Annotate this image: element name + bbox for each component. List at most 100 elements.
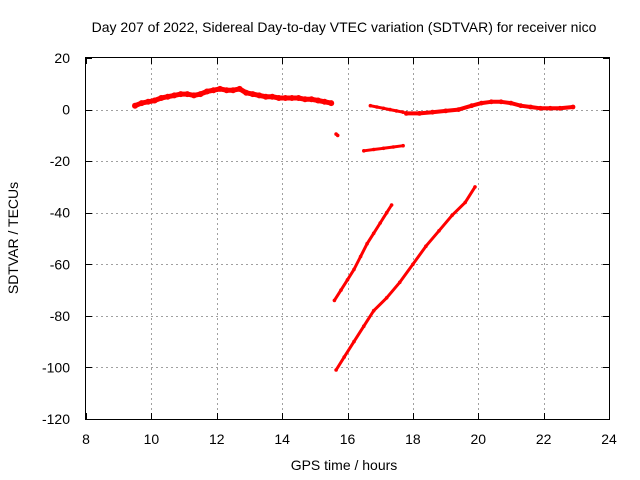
data-point — [308, 96, 315, 103]
x-tick-label: 10 — [144, 431, 160, 447]
x-axis-label: GPS time / hours — [291, 457, 398, 473]
data-point — [332, 298, 337, 303]
data-point — [430, 109, 435, 115]
y-tick-label: 20 — [54, 50, 70, 66]
data-point — [288, 95, 295, 101]
data-point — [190, 92, 197, 99]
data-point — [230, 87, 237, 94]
data-point — [210, 87, 217, 94]
data-point — [456, 107, 461, 112]
y-axis-label: SDTVAR / TECUs — [5, 182, 21, 294]
chart-title: Day 207 of 2022, Sidereal Day-to-day VTE… — [92, 19, 597, 35]
data-point — [339, 288, 343, 292]
y-tick-label: 0 — [62, 102, 70, 118]
satellite-track-5-line — [404, 99, 575, 116]
grid-lines — [86, 58, 609, 419]
x-tick-label: 8 — [82, 431, 90, 447]
data-point — [371, 231, 376, 236]
x-tick-label: 18 — [405, 431, 421, 447]
data-point — [538, 105, 543, 111]
data-point — [388, 107, 392, 112]
data-point — [335, 133, 340, 138]
data-point — [528, 104, 533, 110]
data-point — [424, 244, 428, 248]
data-point — [362, 324, 366, 329]
data-point — [171, 92, 178, 99]
data-point — [518, 103, 524, 109]
satellite-track-7 — [334, 185, 477, 372]
data-point — [243, 89, 250, 96]
data-point — [398, 280, 402, 285]
data-point — [394, 109, 399, 113]
data-point — [177, 91, 184, 98]
satellite-track-5 — [403, 99, 576, 116]
data-point — [158, 95, 165, 101]
y-tick-label: -120 — [42, 411, 70, 427]
data-point — [275, 95, 282, 101]
data-point — [371, 147, 376, 152]
axis-ticks — [86, 58, 610, 420]
data-point — [256, 92, 263, 99]
data-point — [479, 100, 484, 106]
data-point — [473, 185, 477, 189]
data-point — [378, 221, 383, 225]
data-point — [508, 100, 514, 106]
y-tick-label: -40 — [50, 205, 70, 221]
satellite-track-4 — [362, 143, 405, 153]
data-point — [365, 241, 369, 246]
data-point — [184, 91, 191, 98]
data-point — [488, 99, 494, 105]
data-point — [381, 146, 386, 151]
data-point — [282, 95, 289, 101]
x-tick-label: 22 — [536, 431, 552, 447]
data-point — [384, 296, 389, 300]
data-point — [345, 278, 350, 282]
satellite-track-6-line — [332, 203, 394, 302]
data-point — [223, 87, 230, 94]
data-point — [557, 105, 563, 111]
data-point — [371, 308, 376, 313]
x-tick-label: 14 — [274, 431, 290, 447]
data-point — [375, 105, 379, 109]
data-point — [132, 102, 138, 109]
data-point — [269, 93, 276, 100]
data-point — [389, 203, 394, 207]
satellite-track-2 — [334, 132, 340, 138]
data-point — [358, 254, 363, 259]
x-tick-label: 12 — [209, 431, 225, 447]
y-tick-label: -60 — [50, 256, 70, 272]
data-point — [362, 149, 366, 153]
data-point — [138, 100, 145, 107]
data-series — [132, 85, 576, 372]
data-point — [236, 85, 243, 92]
data-point — [352, 267, 356, 272]
data-point — [437, 229, 441, 233]
data-point — [334, 368, 338, 372]
data-point — [469, 103, 475, 109]
data-point — [249, 91, 256, 98]
x-tick-label: 24 — [601, 431, 617, 447]
data-point — [302, 96, 308, 103]
data-point — [197, 91, 204, 98]
data-point — [401, 143, 405, 148]
data-point — [403, 111, 409, 116]
data-point — [391, 145, 396, 149]
data-point — [498, 99, 504, 105]
data-point — [328, 100, 335, 107]
data-point — [203, 88, 210, 95]
data-point — [295, 95, 302, 101]
y-tick-label: -100 — [42, 359, 70, 375]
data-point — [450, 213, 454, 218]
satellite-track-1 — [132, 85, 335, 109]
data-point — [352, 339, 356, 344]
y-tick-label: -80 — [50, 308, 70, 324]
y-tick-label: -20 — [50, 153, 70, 169]
data-point — [315, 97, 322, 104]
data-point — [342, 355, 347, 359]
data-point — [411, 262, 415, 267]
x-tick-label: 20 — [470, 431, 486, 447]
data-point — [217, 85, 223, 92]
satellite-track-7-line — [334, 185, 477, 372]
satellite-track-3 — [368, 103, 405, 114]
